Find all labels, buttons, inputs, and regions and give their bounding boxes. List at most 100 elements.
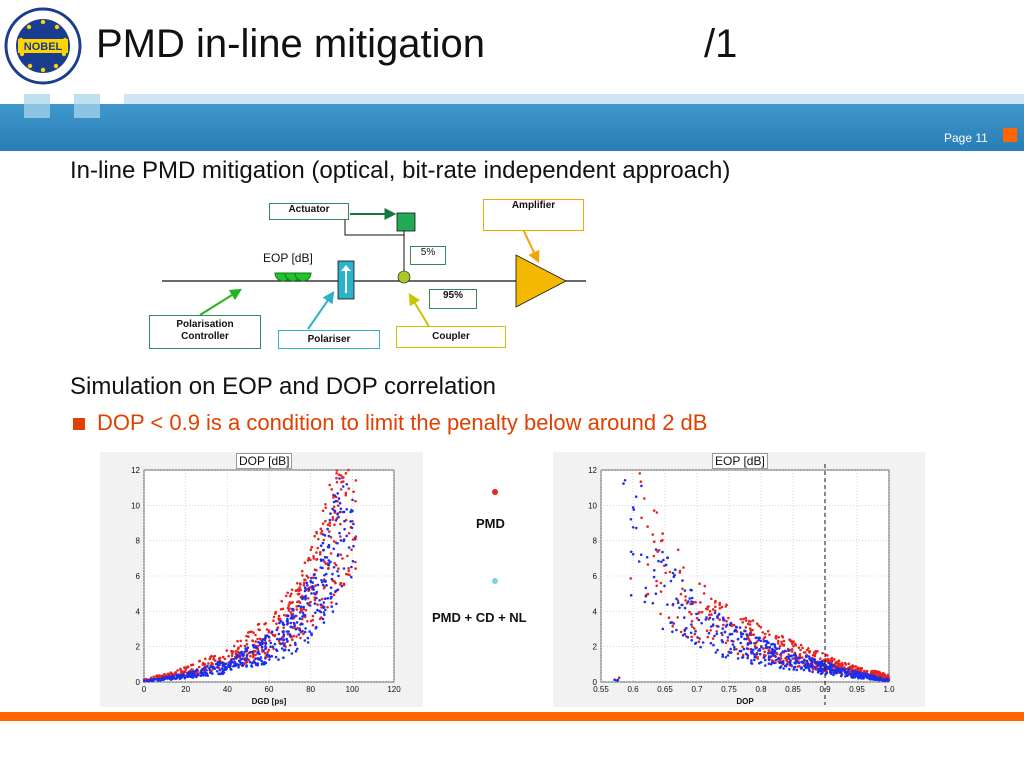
chart2-point	[773, 654, 777, 658]
chart1-point	[232, 644, 236, 648]
chart1-series-pmd-cd-nl	[142, 477, 357, 683]
chart1-point	[254, 645, 258, 649]
chart2-point	[744, 616, 748, 620]
chart2-point	[887, 678, 890, 682]
chart2-point	[790, 650, 794, 653]
chart1-point	[332, 540, 336, 543]
chart1-point	[207, 662, 210, 665]
chart2-point	[792, 653, 796, 657]
chart2-point	[746, 622, 750, 626]
chart2-point	[684, 599, 687, 602]
chart1-point	[202, 667, 205, 671]
chart1-point	[247, 635, 250, 638]
chart2-point	[713, 611, 717, 615]
chart2-point	[811, 670, 814, 674]
chart1-point	[223, 666, 227, 669]
chart2-point	[684, 627, 688, 630]
chart1-point	[297, 587, 300, 591]
chart1-point	[299, 588, 302, 592]
chart1-point	[339, 553, 343, 557]
chart1-point	[327, 534, 331, 538]
chart1-point	[286, 614, 289, 617]
chart1-point	[306, 576, 310, 579]
chart1-point	[195, 675, 198, 679]
header-square-1b	[24, 104, 50, 118]
chart2-point	[738, 649, 742, 653]
chart1-point	[270, 630, 274, 633]
chart1-point	[187, 671, 191, 674]
chart1-point	[328, 483, 331, 487]
chart2-point	[735, 647, 738, 651]
chart2-point	[736, 657, 740, 660]
chart1-point	[353, 536, 357, 540]
chart1-point	[321, 617, 325, 621]
chart1-point	[349, 510, 352, 514]
chart1-point	[223, 663, 226, 666]
chart2-point	[740, 635, 743, 639]
chart1-point	[320, 597, 324, 601]
chart1-point	[327, 563, 330, 567]
chart2-point	[672, 622, 675, 625]
chart1-point	[315, 551, 318, 554]
chart2-point	[797, 646, 801, 649]
chart2-point	[886, 674, 890, 677]
chart2-y-tick-label: 10	[588, 501, 597, 510]
chart2-point	[686, 636, 690, 639]
chart1-point	[322, 601, 326, 604]
chart2-point	[776, 657, 780, 660]
chart2-point	[684, 595, 687, 598]
chart1-point	[306, 602, 309, 605]
chart2-point	[730, 632, 734, 636]
chart2-point	[746, 653, 749, 657]
chart1-point	[329, 592, 332, 595]
chart1-point	[286, 617, 289, 621]
chart1-point	[288, 601, 292, 604]
chart2-point	[661, 538, 664, 542]
chart2-point	[791, 657, 794, 660]
chart2-point	[652, 540, 656, 543]
chart2-point	[877, 673, 880, 677]
chart1-point	[258, 657, 262, 661]
chart1-point	[269, 641, 273, 645]
chart2-point	[741, 621, 744, 624]
chart1-point	[287, 604, 290, 607]
chart2-point	[645, 556, 649, 559]
chart1-point	[257, 628, 260, 631]
chart1-point	[220, 667, 224, 670]
chart2-point	[844, 675, 847, 678]
chart2-point	[699, 601, 702, 604]
chart1-point	[158, 678, 162, 682]
chart2-point	[767, 651, 770, 655]
chart2-point	[613, 678, 616, 681]
chart2-point	[788, 654, 792, 658]
chart1-point	[179, 671, 183, 674]
chart2-point	[758, 649, 762, 652]
footer-band	[0, 712, 1024, 721]
chart1-point	[283, 613, 286, 617]
chart1-point	[211, 672, 214, 675]
chart1-point	[267, 631, 271, 634]
chart1-point	[260, 645, 264, 649]
chart1-point	[351, 520, 354, 523]
chart2-point	[821, 651, 824, 655]
chart2-point	[682, 566, 685, 569]
chart1-point	[208, 667, 211, 670]
chart2-point	[816, 671, 820, 674]
chart2-point	[679, 592, 683, 596]
chart2-point	[711, 637, 715, 640]
chart1-point	[215, 670, 219, 673]
chart1-point	[339, 522, 342, 526]
chart2-point	[741, 645, 744, 649]
chart2-point	[690, 588, 693, 592]
chart2-point	[739, 618, 743, 621]
chart1-point	[331, 572, 334, 576]
chart1-point	[335, 480, 339, 484]
chart1-point	[196, 673, 199, 676]
chart1-point	[223, 657, 227, 661]
chart1-point	[303, 578, 306, 581]
chart2-point	[819, 664, 822, 667]
chart1-point	[336, 492, 339, 495]
chart2-point	[821, 671, 824, 675]
chart2-point	[788, 668, 791, 671]
chart2-point	[733, 645, 736, 649]
